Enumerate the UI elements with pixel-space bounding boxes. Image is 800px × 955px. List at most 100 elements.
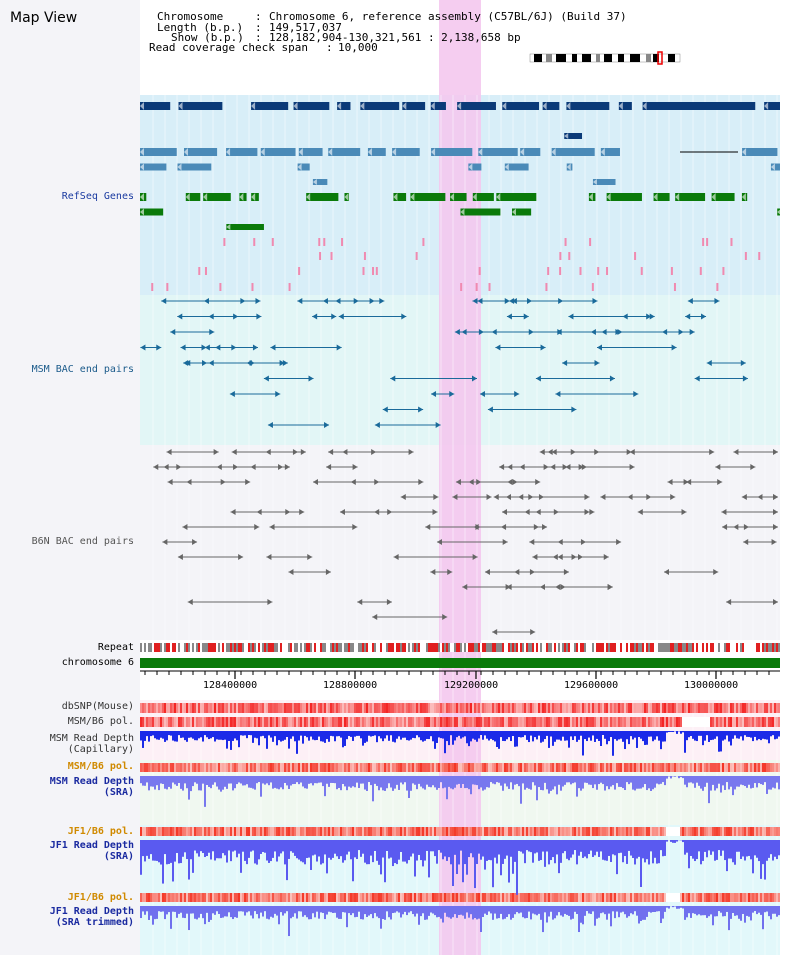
jf1-pol-1-cell: [678, 827, 680, 836]
msm-depth-cap-bar: [176, 731, 178, 742]
repeat-mark: [550, 643, 552, 652]
jf1-depth-sra-bar: [242, 840, 244, 852]
dbsnp-cell: [354, 703, 356, 713]
msm-depth-cap-bar: [662, 731, 664, 742]
jf1-pol-2-cell: [190, 893, 192, 902]
ideogram-band: [582, 54, 591, 62]
track-label-refseq[interactable]: RefSeq Genes: [61, 191, 134, 202]
jf1-pol-1-cell: [180, 827, 182, 836]
jf1-depth-sra-bar: [578, 840, 580, 856]
jf1-pol-2-cell: [414, 893, 416, 902]
msm-pol-2-cell: [726, 763, 728, 772]
msm-depth-sra-bar: [322, 776, 324, 787]
dbsnp-cell: [146, 703, 148, 713]
repeat-mark: [462, 643, 464, 652]
track-label-msm-b6-pol-1[interactable]: MSM/B6 pol.: [67, 716, 134, 727]
msm-pol-2-cell: [408, 763, 410, 772]
repeat-mark: [766, 643, 768, 652]
jf1-pol-1-cell: [140, 827, 142, 836]
b6n-bac-pair-end: [288, 569, 294, 575]
msm-depth-sra-bar: [656, 776, 658, 784]
msm-pol-1-cell: [344, 717, 346, 727]
track-label-msm-b6-pol-2[interactable]: MSM/B6 pol.: [67, 761, 134, 772]
msm-depth-cap-bar: [418, 731, 420, 738]
jf1-depth-trim-bar: [286, 906, 288, 912]
track-label-msm-read-depth-capillary[interactable]: MSM Read Depth (Capillary): [49, 733, 134, 755]
jf1-depth-sra-bar: [304, 840, 306, 865]
dbsnp-cell: [456, 703, 458, 713]
variant-mark: [298, 267, 301, 275]
msm-depth-sra-bar: [570, 776, 572, 785]
jf1-pol-1-cell: [270, 827, 272, 836]
jf1-pol-2-cell: [516, 893, 518, 902]
track-label-jf1-read-depth-sra[interactable]: JF1 Read Depth (SRA): [49, 840, 134, 862]
jf1-depth-sra-bar: [550, 840, 552, 861]
msm-depth-sra-bar: [712, 776, 714, 785]
jf1-pol-2-cell: [416, 893, 418, 902]
msm-pol-1-cell: [628, 717, 630, 727]
jf1-depth-sra-bar: [228, 840, 230, 851]
msm-depth-cap-bar: [422, 731, 424, 742]
msm-pol-1-cell: [494, 717, 496, 727]
msm-depth-cap-bar: [342, 731, 344, 748]
jf1-depth-sra-bar: [146, 840, 148, 856]
track-label-jf1-b6-pol-1[interactable]: JF1/B6 pol.: [67, 826, 134, 837]
msm-pol-2-cell: [512, 763, 514, 772]
msm-pol-1-cell: [624, 717, 626, 727]
track-label-b6n-bac[interactable]: B6N BAC end pairs: [31, 536, 134, 547]
track-label-jf1-b6-pol-2[interactable]: JF1/B6 pol.: [67, 892, 134, 903]
track-label-msm-read-depth-sra[interactable]: MSM Read Depth (SRA): [49, 776, 134, 798]
msm-depth-cap-bar: [360, 731, 362, 739]
jf1-pol-2-cell: [256, 893, 258, 902]
msm-depth-sra-bar: [732, 776, 734, 796]
track-label-msm-bac[interactable]: MSM BAC end pairs: [31, 364, 134, 375]
jf1-pol-1-cell: [192, 827, 194, 836]
repeat-mark: [198, 643, 200, 652]
dbsnp-cell: [726, 703, 728, 713]
jf1-pol-1-cell: [594, 827, 596, 836]
jf1-depth-sra-bar: [288, 840, 290, 859]
dbsnp-cell: [516, 703, 518, 713]
track-label-chromosome[interactable]: chromosome 6: [61, 657, 134, 668]
msm-depth-cap-bar: [778, 731, 780, 737]
msm-pol-2-cell: [208, 763, 210, 772]
msm-pol-1-cell: [430, 717, 432, 727]
jf1-pol-2-cell: [652, 893, 654, 902]
jf1-depth-trim-bar: [392, 906, 394, 914]
msm-pol-1-cell: [176, 717, 178, 727]
b6n-bac-pair-end: [535, 479, 541, 485]
track-label-jf1-read-depth-trimmed[interactable]: JF1 Read Depth (SRA trimmed): [49, 906, 134, 928]
jf1-depth-trim-bar: [590, 906, 592, 914]
msm-pol-2-cell: [276, 763, 278, 772]
msm-pol-1-cell: [714, 717, 716, 727]
msm-depth-cap-bar: [208, 731, 210, 740]
repeat-mark: [440, 643, 442, 652]
jf1-depth-trim-bar: [412, 906, 414, 915]
jf1-depth-trim-bar: [362, 906, 364, 920]
dbsnp-cell: [648, 703, 650, 713]
msm-depth-sra-bar: [312, 776, 314, 786]
repeat-mark: [162, 643, 164, 652]
jf1-pol-1-cell: [730, 827, 732, 836]
variant-mark: [579, 267, 582, 275]
jf1-pol-1-cell: [484, 827, 486, 836]
gene-block: [337, 102, 351, 110]
msm-pol-1-cell: [222, 717, 224, 727]
jf1-depth-sra-bar: [256, 840, 258, 865]
jf1-pol-2-cell: [366, 893, 368, 902]
jf1-depth-trim-bar: [350, 906, 352, 916]
jf1-pol-2-cell: [478, 893, 480, 902]
jf1-pol-1-cell: [394, 827, 396, 836]
dbsnp-cell: [318, 703, 320, 713]
dbsnp-cell: [606, 703, 608, 713]
repeat-mark: [576, 643, 578, 652]
track-label-repeat[interactable]: Repeat: [97, 642, 134, 653]
jf1-pol-1-cell: [340, 827, 342, 836]
variant-mark: [475, 283, 478, 291]
track-label-dbsnp[interactable]: dbSNP(Mouse): [61, 701, 134, 712]
repeat-mark: [402, 643, 404, 652]
b6n-bac-pair-end: [230, 509, 236, 515]
msm-pol-1-cell: [272, 717, 274, 727]
msm-depth-sra-bar: [710, 776, 712, 791]
